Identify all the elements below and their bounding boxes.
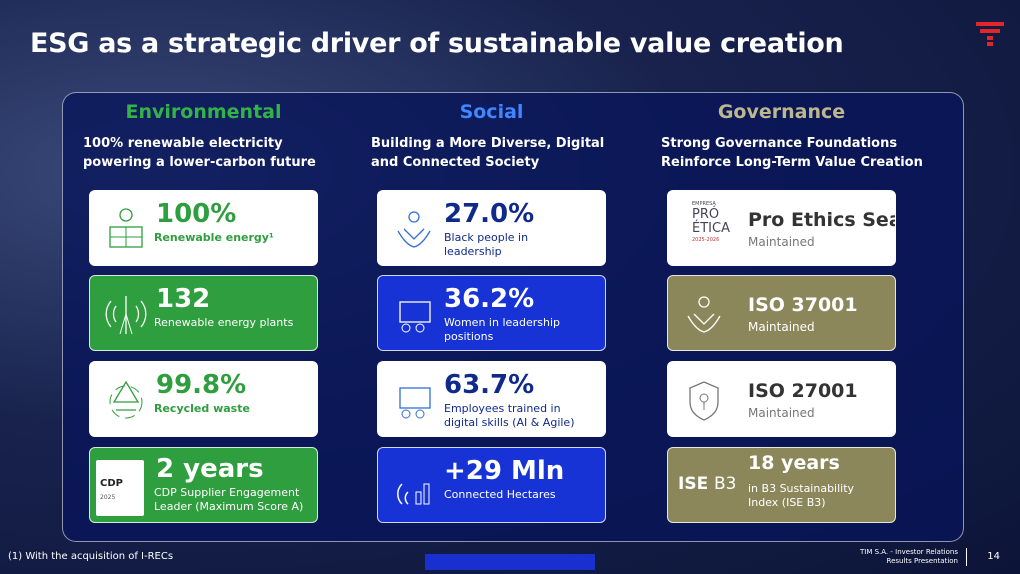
column-heading: Social [459, 101, 524, 123]
kpi-label: Employees trained in [444, 402, 561, 415]
kpi-card: 36.2% Women in leadership positions [377, 275, 606, 351]
kpi-card: 18 years in B3 Sustainability Index (ISE B… [667, 447, 896, 523]
footnote: (1) With the acquisition of I-RECs [8, 551, 174, 562]
column-subtitle: powering a lower-carbon future [83, 155, 316, 170]
kpi-value: 132 [156, 284, 211, 314]
column-heading: Environmental [125, 101, 282, 123]
kpi-value: +29 Mln [444, 456, 565, 486]
icon [105, 296, 147, 335]
kpi-label: Leader (Maximum Score A) [154, 500, 304, 513]
kpi-label: in B3 Sustainability [748, 482, 855, 495]
kpi-label: Renewable energy¹ [154, 231, 274, 244]
page-number: 14 [987, 551, 1000, 562]
icon [397, 483, 430, 505]
footer-text: Results Presentation [886, 557, 958, 565]
kpi-value: 18 years [748, 452, 840, 474]
kpi-card: ISO 37001 Maintained [667, 275, 896, 351]
footer-bar [425, 554, 595, 570]
kpi-label: Maintained [748, 235, 815, 249]
logo-text: ISE [678, 474, 709, 494]
kpi-card: 132 Renewable energy plants [89, 275, 318, 351]
column-subtitle: Strong Governance Foundations [661, 136, 898, 151]
kpi-value: 36.2% [444, 284, 535, 314]
logo-text: B3 [714, 474, 737, 494]
icon [687, 296, 721, 333]
kpi-value: 27.0% [444, 199, 535, 229]
logo-text: ÉTICA [692, 221, 730, 236]
kpi-card: 2 years CDP Supplier Engagement Leader (Ma… [89, 447, 318, 523]
kpi-card: +29 Mln Connected Hectares [377, 447, 606, 523]
slide-title: ESG as a strategic driver of sustainable… [30, 28, 844, 59]
logo-text: 2025-2026 [692, 237, 720, 243]
column-subtitle: 100% renewable electricity [83, 136, 283, 151]
kpi-label: Black people in [444, 231, 529, 244]
icon [399, 301, 431, 333]
kpi-label: leadership [444, 245, 502, 258]
kpi-value: Pro Ethics Seal [748, 209, 896, 231]
logo-text: 2025 [100, 494, 116, 501]
kpi-value: 99.8% [156, 370, 247, 400]
kpi-label: Index (ISE B3) [748, 496, 826, 509]
kpi-label: CDP Supplier Engagement [154, 486, 300, 499]
column-subtitle: Reinforce Long-Term Value Creation [661, 155, 923, 170]
icon [109, 208, 143, 248]
kpi-value: 100% [156, 199, 237, 229]
kpi-label: digital skills (AI & Agile) [444, 416, 575, 429]
column-heading: Governance [717, 101, 846, 123]
kpi-card: ISO 27001 Maintained [667, 361, 896, 437]
kpi-label: Recycled waste [154, 402, 250, 415]
kpi-value: 63.7% [444, 370, 535, 400]
kpi-label: Maintained [748, 320, 815, 334]
icon [109, 380, 143, 419]
logo-text: EMPRESA [692, 201, 716, 207]
footer-text: TIM S.A. - Investor Relations [859, 548, 958, 556]
kpi-label: Maintained [748, 406, 815, 420]
column-subtitle: Building a More Diverse, Digital [371, 136, 605, 151]
kpi-card: 100% Renewable energy¹ [89, 190, 318, 266]
kpi-label: Renewable energy plants [154, 316, 294, 329]
cdp-logo: CDP 2025 [96, 460, 144, 516]
logo [976, 22, 1004, 46]
logo-text: PRÓ [692, 207, 720, 222]
kpi-label: Connected Hectares [444, 488, 556, 501]
kpi-card: Pro Ethics Seal Maintained EMPRESA PRÓ ÉTICA… [667, 190, 896, 266]
kpi-card: 63.7% Employees trained in digital skills … [377, 361, 606, 437]
kpi-value: ISO 27001 [748, 380, 858, 402]
icon [399, 387, 431, 419]
kpi-card: 99.8% Recycled waste [89, 361, 318, 437]
kpi-label: positions [444, 330, 494, 343]
column-subtitle: and Connected Society [371, 155, 540, 170]
kpi-card: 27.0% Black people in leadership [377, 190, 606, 266]
separator [966, 548, 967, 566]
kpi-label: Women in leadership [444, 316, 561, 329]
kpi-value: 2 years [156, 454, 264, 484]
icon [689, 381, 719, 421]
icon [397, 211, 431, 248]
logo-text: CDP [100, 478, 123, 489]
kpi-value: ISO 37001 [748, 294, 858, 316]
